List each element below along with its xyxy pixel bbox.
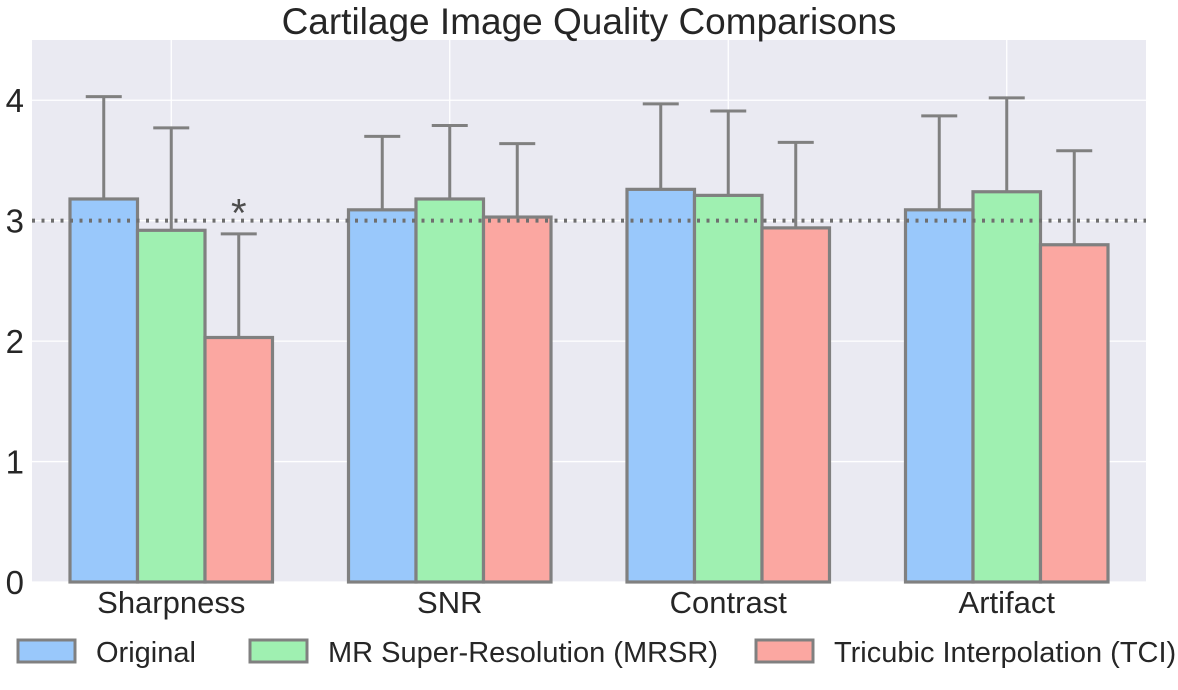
y-tick-label: 4 xyxy=(6,82,24,119)
bar xyxy=(203,335,275,584)
y-tick-label: 3 xyxy=(6,203,24,240)
bar xyxy=(760,226,832,584)
bars xyxy=(68,187,1110,584)
significance-asterisk: * xyxy=(231,192,247,236)
y-tick-label: 2 xyxy=(6,323,24,360)
bar xyxy=(346,208,418,584)
legend-swatch xyxy=(16,638,77,664)
bar xyxy=(68,197,140,584)
error-bars xyxy=(85,95,1093,338)
bar xyxy=(903,208,975,584)
x-tick-label: Sharpness xyxy=(97,585,245,620)
bar xyxy=(1038,243,1110,584)
bar xyxy=(135,228,207,584)
labels: Cartilage Image Quality Comparisons 0 1 2 3… xyxy=(6,1,1056,620)
legend-swatch xyxy=(248,638,309,664)
legend-label: Tricubic Interpolation (TCI) xyxy=(834,637,1176,669)
chart-title: Cartilage Image Quality Comparisons xyxy=(282,1,897,42)
x-tick-label: SNR xyxy=(417,585,482,620)
legend-label: Original xyxy=(96,637,196,669)
x-tick-label: Contrast xyxy=(670,585,788,620)
legend-swatch xyxy=(754,638,815,664)
bar xyxy=(692,193,764,584)
legend: Original MR Super-Resolution (MRSR) Tricub… xyxy=(16,637,1176,669)
bar xyxy=(625,187,697,584)
y-tick-label: 0 xyxy=(6,564,24,601)
bar xyxy=(481,215,553,584)
bar xyxy=(414,197,486,584)
x-tick-label: Artifact xyxy=(959,585,1056,620)
y-tick-label: 1 xyxy=(6,444,24,481)
legend-label: MR Super-Resolution (MRSR) xyxy=(328,637,718,669)
bar xyxy=(971,190,1043,584)
